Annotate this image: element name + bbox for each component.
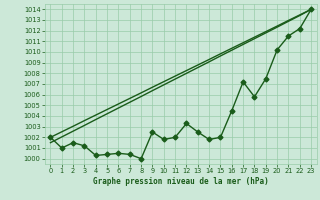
X-axis label: Graphe pression niveau de la mer (hPa): Graphe pression niveau de la mer (hPa) xyxy=(93,177,269,186)
